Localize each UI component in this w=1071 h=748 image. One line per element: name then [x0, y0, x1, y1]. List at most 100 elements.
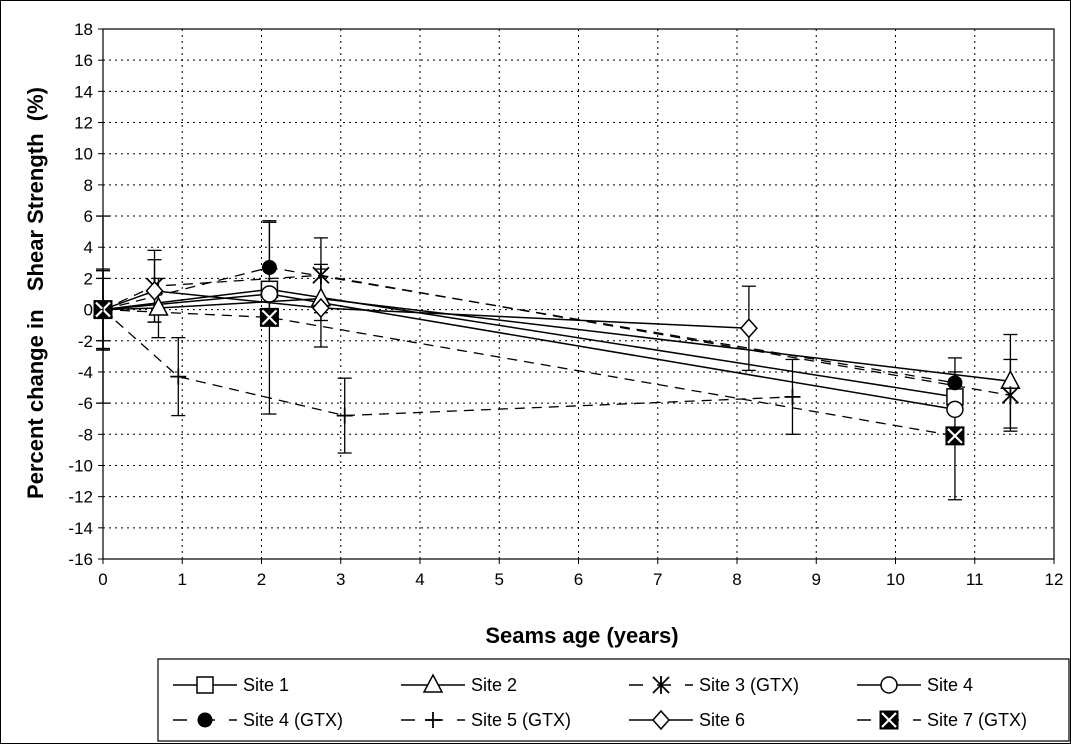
legend-label: Site 3 (GTX)	[699, 675, 799, 695]
marker-triangle	[422, 673, 444, 693]
marker-circle	[260, 285, 279, 303]
series-marker	[261, 260, 277, 275]
y-tick-label: -12	[68, 488, 93, 507]
series-line	[102, 297, 1011, 383]
series-markers	[92, 260, 1021, 446]
series-marker	[260, 285, 279, 303]
y-tick-label: -14	[68, 519, 93, 538]
legend: Site 1 Site 2 Site 3 (GTX) Site 4 Site 4 (GT…	[157, 658, 1070, 742]
y-tick-label: 6	[84, 207, 93, 226]
legend-label: Site 6	[699, 710, 745, 730]
series-line	[102, 308, 956, 437]
y-tick-label: 8	[84, 176, 93, 195]
y-tick-label: 0	[84, 301, 93, 320]
series-line	[102, 290, 749, 330]
series-marker	[947, 375, 963, 391]
x-tick-label: 4	[415, 570, 424, 589]
x-tick-label: 6	[574, 570, 583, 589]
series-marker	[312, 266, 330, 285]
legend-entry: Site 4 (GTX)	[173, 710, 343, 730]
y-tick-label: 14	[74, 82, 93, 101]
x-tick-label: 5	[495, 570, 504, 589]
series-line	[102, 266, 956, 384]
y-tick-label: 16	[74, 51, 93, 70]
marker-filled-circle	[261, 260, 277, 275]
marker-diamond	[145, 280, 164, 302]
error-bars	[96, 215, 1018, 501]
legend-entry: Site 7 (GTX)	[857, 710, 1027, 730]
legend-entry: Site 4	[857, 675, 973, 695]
series-marker	[311, 297, 330, 319]
marker-diamond	[651, 709, 671, 731]
marker-filled-circle	[947, 375, 963, 391]
series-marker	[879, 710, 899, 730]
marker-x-stroke	[261, 309, 278, 326]
x-axis-title: Seams age (years)	[485, 623, 678, 648]
series-marker	[148, 296, 169, 316]
series-line	[102, 274, 1011, 396]
y-tick-label: -4	[78, 363, 93, 382]
y-tick-label: 18	[74, 20, 93, 39]
series-marker	[784, 388, 801, 405]
x-tick-label: 7	[653, 570, 662, 589]
series-line	[102, 288, 956, 398]
x-tick-label: 12	[1045, 570, 1064, 589]
legend-label: Site 1	[243, 675, 289, 695]
x-tick-label: 8	[732, 570, 741, 589]
marker-x-stroke	[881, 712, 897, 728]
series-marker	[651, 709, 671, 731]
marker-filled-circle	[197, 712, 213, 728]
x-tick-label: 9	[812, 570, 821, 589]
series-marker	[170, 368, 187, 385]
series-marker	[145, 280, 164, 302]
legend-entry: Site 5 (GTX)	[401, 710, 571, 730]
x-tick-label: 11	[966, 570, 984, 589]
y-axis-title: Percent change in Shear Strength (%)	[23, 87, 48, 499]
y-tick-label: -6	[78, 394, 93, 413]
x-tick-label: 10	[886, 570, 905, 589]
y-tick-label: 4	[84, 238, 93, 257]
legend-label: Site 7 (GTX)	[927, 710, 1027, 730]
grid	[103, 29, 1054, 559]
legend-entry: Site 1	[173, 675, 289, 695]
series-marker	[197, 712, 213, 728]
x-tick-label: 1	[178, 570, 187, 589]
legend-entry: Site 2	[401, 673, 517, 695]
y-tick-label: 2	[84, 269, 93, 288]
marker-triangle	[148, 296, 169, 316]
legend-entry: Site 3 (GTX)	[629, 675, 799, 695]
x-tick-label: 0	[98, 570, 107, 589]
x-tick-label: 3	[336, 570, 345, 589]
y-tick-label: -16	[68, 550, 93, 569]
series-marker	[259, 307, 279, 327]
series-marker	[196, 676, 214, 694]
series-marker	[336, 407, 353, 424]
legend-label: Site 2	[471, 675, 517, 695]
series-line	[102, 309, 793, 417]
marker-circle	[946, 400, 964, 419]
legend-box	[157, 658, 1070, 742]
series-lines	[102, 266, 1011, 437]
legend-label: Site 4 (GTX)	[243, 710, 343, 730]
y-tick-label: -8	[78, 425, 93, 444]
series-marker	[652, 676, 670, 694]
marker-diamond	[311, 297, 330, 319]
y-tick-label: 10	[74, 145, 93, 164]
legend-label: Site 5 (GTX)	[471, 710, 571, 730]
series-marker	[945, 426, 965, 446]
y-tick-label: 12	[74, 114, 93, 133]
y-tick-label: -10	[68, 456, 93, 475]
series-marker	[946, 400, 964, 419]
marker-diamond	[739, 318, 758, 339]
marker-x-stroke	[947, 428, 963, 444]
series-marker	[1001, 386, 1020, 405]
marker-circle	[880, 676, 898, 694]
axes	[98, 28, 1055, 564]
y-tick-label: -2	[78, 332, 93, 351]
x-tick-label: 2	[257, 570, 266, 589]
series-marker	[422, 673, 444, 693]
legend-entry: Site 6	[629, 709, 745, 731]
